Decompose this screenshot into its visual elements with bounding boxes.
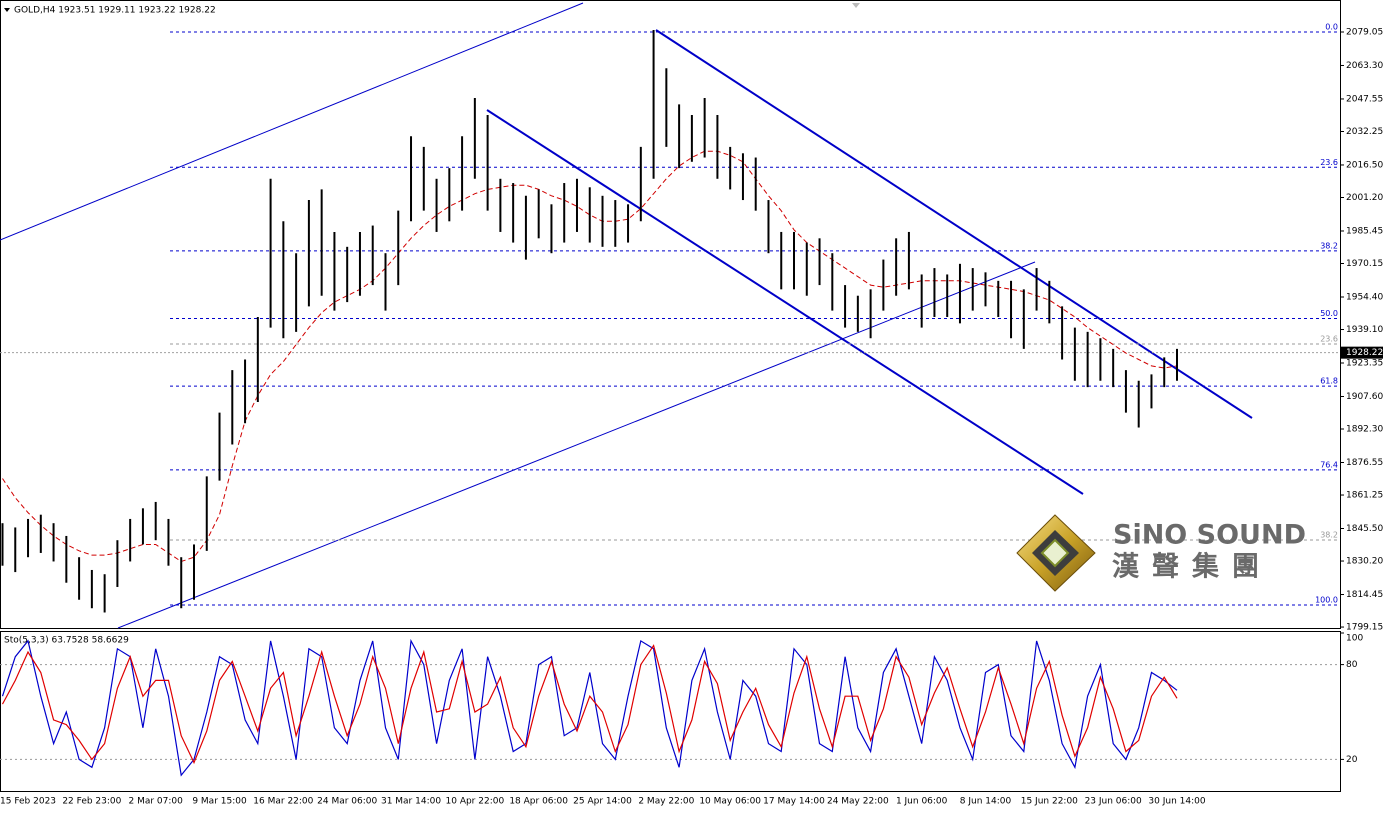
y-tick-label: 1861.25 (1346, 491, 1383, 501)
watermark-name: SiNO SOUND (1113, 520, 1306, 551)
trend-line (0, 2, 584, 241)
y-tick-label: 1985.45 (1346, 226, 1383, 236)
x-tick-label: 17 May 14:00 (763, 797, 825, 807)
watermark: SiNO SOUND 漢聲集團 (1016, 514, 1306, 592)
trend-line (117, 261, 1036, 629)
watermark-chinese: 漢聲集團 (1112, 551, 1272, 583)
y-tick-label: 2001.20 (1346, 193, 1383, 203)
x-tick-label: 31 Mar 14:00 (381, 797, 441, 807)
last-price-box (1341, 346, 1383, 359)
stoch-tick-label: 80 (1346, 660, 1358, 670)
trend-line (655, 29, 1253, 419)
x-tick-label: 16 Mar 22:00 (253, 797, 313, 807)
x-tick-label: 24 May 22:00 (827, 797, 889, 807)
y-tick-label: 1814.45 (1346, 590, 1383, 600)
fib-level-label: 0.0 (1325, 22, 1338, 31)
header-arrow (4, 8, 10, 12)
fib-level-label: 100.0 (1315, 596, 1338, 605)
price-header: GOLD,H4 1923.51 1929.11 1923.22 1928.22 (14, 6, 216, 16)
x-tick-label: 9 Mar 15:00 (192, 797, 247, 807)
y-tick-label: 1970.15 (1346, 259, 1383, 269)
y-tick-label: 1923.35 (1346, 359, 1383, 369)
x-tick-label: 10 May 06:00 (699, 797, 761, 807)
fib-level-label: 23.6 (1320, 334, 1338, 343)
y-tick-label: 1876.55 (1346, 458, 1383, 468)
fib-level-label: 50.0 (1320, 309, 1338, 318)
y-tick-label: 1954.40 (1346, 292, 1383, 302)
stoch-tick-label: 20 (1346, 755, 1358, 765)
x-tick-label: 1 Jun 06:00 (896, 797, 948, 807)
fib-level-label: 38.2 (1320, 241, 1338, 250)
x-tick-label: 8 Jun 14:00 (960, 797, 1012, 807)
stoch-header: Sto(5,3,3) 63.7528 58.6629 (4, 636, 129, 646)
x-tick-label: 15 Jun 22:00 (1021, 797, 1078, 807)
x-tick-label: 25 Apr 14:00 (573, 797, 632, 807)
fib-level-label: 76.4 (1320, 460, 1338, 469)
trend-line (486, 109, 1084, 495)
y-tick-label: 1939.10 (1346, 325, 1383, 335)
y-tick-label: 2032.25 (1346, 127, 1383, 137)
x-tick-label: 18 Apr 06:00 (509, 797, 568, 807)
stoch-line (1, 638, 1178, 777)
y-tick-label: 2079.05 (1346, 27, 1383, 37)
stoch-panel-frame (0, 631, 1341, 792)
x-tick-label: 30 Jun 14:00 (1148, 797, 1205, 807)
x-tick-label: 24 Mar 06:00 (317, 797, 377, 807)
fib-level-label: 38.2 (1320, 530, 1338, 539)
stoch-line (1, 644, 1178, 765)
y-tick-label: 1892.30 (1346, 425, 1383, 435)
logo-core (1040, 538, 1070, 568)
price-panel-frame (0, 0, 1341, 629)
y-tick-label: 1845.50 (1346, 524, 1383, 534)
y-tick-label: 2047.55 (1346, 94, 1383, 104)
x-tick-label: 15 Feb 2023 (0, 797, 56, 807)
y-tick-label: 1907.60 (1346, 392, 1383, 402)
y-tick-label: 1830.20 (1346, 557, 1383, 567)
y-tick-label: 2016.50 (1346, 160, 1383, 170)
last-price-label: 1928.22 (1346, 348, 1383, 358)
y-tick-label: 2063.30 (1346, 61, 1383, 71)
x-tick-label: 10 Apr 22:00 (446, 797, 505, 807)
x-tick-label: 23 Jun 06:00 (1085, 797, 1142, 807)
x-tick-label: 2 May 22:00 (638, 797, 694, 807)
stoch-tick-label: 100 (1346, 634, 1363, 644)
y-tick-label: 1799.15 (1346, 623, 1383, 633)
fib-level-label: 23.6 (1320, 158, 1338, 167)
shift-marker (852, 3, 860, 8)
fib-level-label: 61.8 (1320, 377, 1338, 386)
x-tick-label: 22 Feb 23:00 (62, 797, 121, 807)
moving-average (2, 150, 1178, 563)
x-tick-label: 2 Mar 07:00 (129, 797, 184, 807)
